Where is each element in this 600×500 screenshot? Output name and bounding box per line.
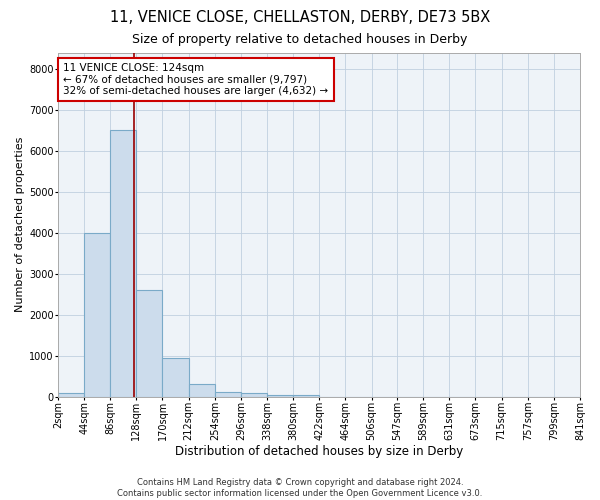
Bar (58, 394, 84, 396)
Bar (163, 358, 188, 397)
Bar (241, 394, 267, 396)
Text: 11 VENICE CLOSE: 124sqm
← 67% of detached houses are smaller (9,797)
32% of semi: 11 VENICE CLOSE: 124sqm ← 67% of detache… (63, 63, 328, 96)
Bar (293, 394, 319, 396)
Text: Contains HM Land Registry data © Crown copyright and database right 2024.
Contai: Contains HM Land Registry data © Crown c… (118, 478, 482, 498)
Bar (84, 233, 110, 396)
Bar (110, 130, 136, 396)
Bar (215, 392, 241, 396)
Text: Size of property relative to detached houses in Derby: Size of property relative to detached ho… (133, 32, 467, 46)
Y-axis label: Number of detached properties: Number of detached properties (15, 137, 25, 312)
Bar (188, 384, 215, 396)
Text: 11, VENICE CLOSE, CHELLASTON, DERBY, DE73 5BX: 11, VENICE CLOSE, CHELLASTON, DERBY, DE7… (110, 10, 490, 25)
X-axis label: Distribution of detached houses by size in Derby: Distribution of detached houses by size … (175, 444, 463, 458)
Bar (136, 290, 163, 397)
Bar (267, 394, 293, 396)
